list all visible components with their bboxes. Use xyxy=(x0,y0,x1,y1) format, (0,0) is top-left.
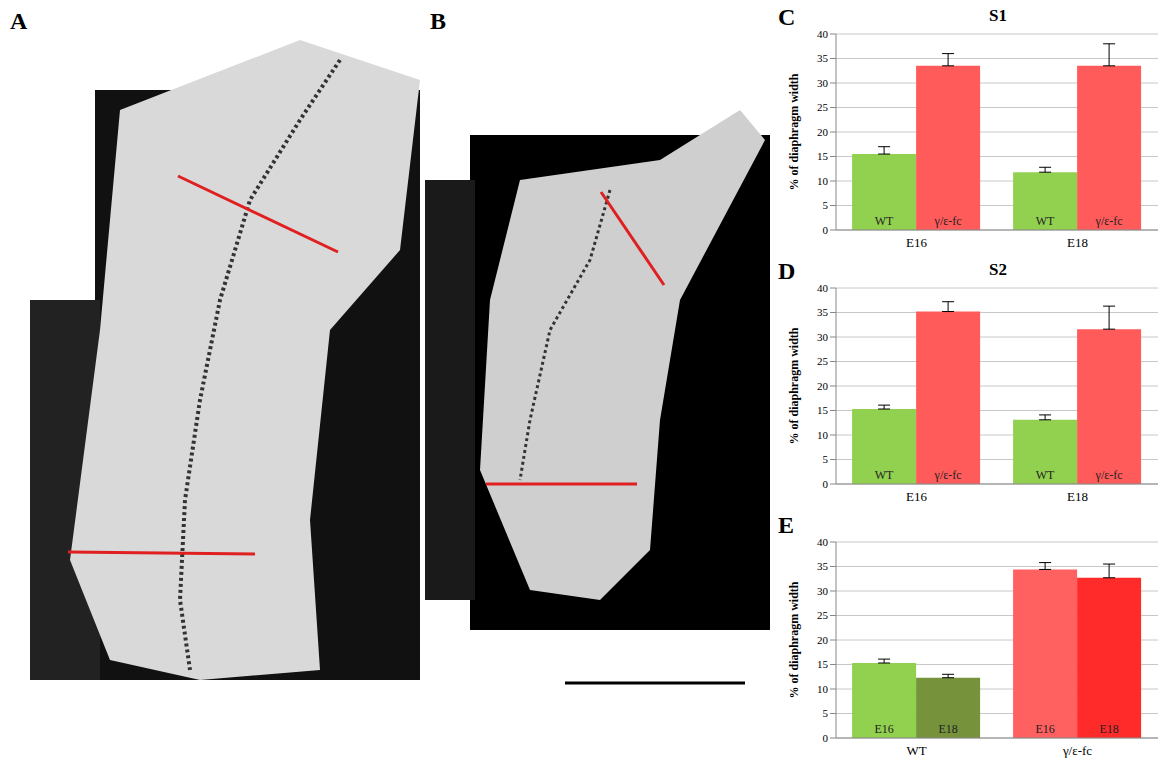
svg-text:5: 5 xyxy=(823,199,829,211)
svg-text:γ/ε-fc: γ/ε-fc xyxy=(1062,743,1092,758)
svg-text:25: 25 xyxy=(817,355,829,367)
svg-text:γ/ε-fc: γ/ε-fc xyxy=(934,214,962,228)
svg-text:10: 10 xyxy=(817,683,829,695)
svg-text:20: 20 xyxy=(817,634,829,646)
svg-text:γ/ε-fc: γ/ε-fc xyxy=(1095,214,1123,228)
svg-text:20: 20 xyxy=(817,126,829,138)
svg-text:35: 35 xyxy=(817,560,829,572)
svg-text:E16: E16 xyxy=(906,489,927,504)
svg-text:E18: E18 xyxy=(1067,489,1088,504)
svg-text:25: 25 xyxy=(817,609,829,621)
svg-text:30: 30 xyxy=(817,331,829,343)
svg-text:20: 20 xyxy=(817,380,829,392)
svg-text:15: 15 xyxy=(817,404,829,416)
svg-text:E16: E16 xyxy=(1035,722,1054,736)
svg-text:WT: WT xyxy=(906,743,926,758)
svg-text:0: 0 xyxy=(823,478,829,490)
html-text:B: B xyxy=(430,8,446,34)
svg-text:WT: WT xyxy=(875,214,894,228)
html-text:S1: S1 xyxy=(989,6,1007,25)
svg-text:WT: WT xyxy=(1036,214,1055,228)
svg-text:γ/ε-fc: γ/ε-fc xyxy=(934,468,962,482)
svg-text:% of diaphragm width: % of diaphragm width xyxy=(787,327,801,444)
html-text:S2: S2 xyxy=(989,260,1007,279)
svg-text:E18: E18 xyxy=(1099,722,1118,736)
svg-text:% of diaphragm width: % of diaphragm width xyxy=(787,581,801,698)
svg-text:0: 0 xyxy=(823,224,829,236)
svg-text:10: 10 xyxy=(817,175,829,187)
svg-text:30: 30 xyxy=(817,585,829,597)
html-text:D: D xyxy=(778,258,796,284)
svg-text:γ/ε-fc: γ/ε-fc xyxy=(1095,468,1123,482)
html-text:A: A xyxy=(10,8,28,34)
svg-text:% of diaphragm width: % of diaphragm width xyxy=(787,73,801,190)
svg-text:40: 40 xyxy=(817,28,829,40)
svg-text:10: 10 xyxy=(817,429,829,441)
svg-text:30: 30 xyxy=(817,77,829,89)
svg-text:5: 5 xyxy=(823,453,829,465)
svg-text:15: 15 xyxy=(817,658,829,670)
svg-text:35: 35 xyxy=(817,306,829,318)
svg-text:WT: WT xyxy=(875,468,894,482)
svg-text:E18: E18 xyxy=(1067,235,1088,250)
html-text:C: C xyxy=(778,4,796,30)
svg-text:E18: E18 xyxy=(938,722,957,736)
svg-text:0: 0 xyxy=(823,732,829,744)
svg-text:WT: WT xyxy=(1036,468,1055,482)
svg-text:40: 40 xyxy=(817,282,829,294)
svg-text:25: 25 xyxy=(817,101,829,113)
svg-text:35: 35 xyxy=(817,52,829,64)
svg-text:E16: E16 xyxy=(874,722,893,736)
svg-text:E16: E16 xyxy=(906,235,927,250)
html-text:E: E xyxy=(778,512,794,538)
svg-text:5: 5 xyxy=(823,707,829,719)
svg-text:40: 40 xyxy=(817,536,829,548)
svg-text:15: 15 xyxy=(817,150,829,162)
